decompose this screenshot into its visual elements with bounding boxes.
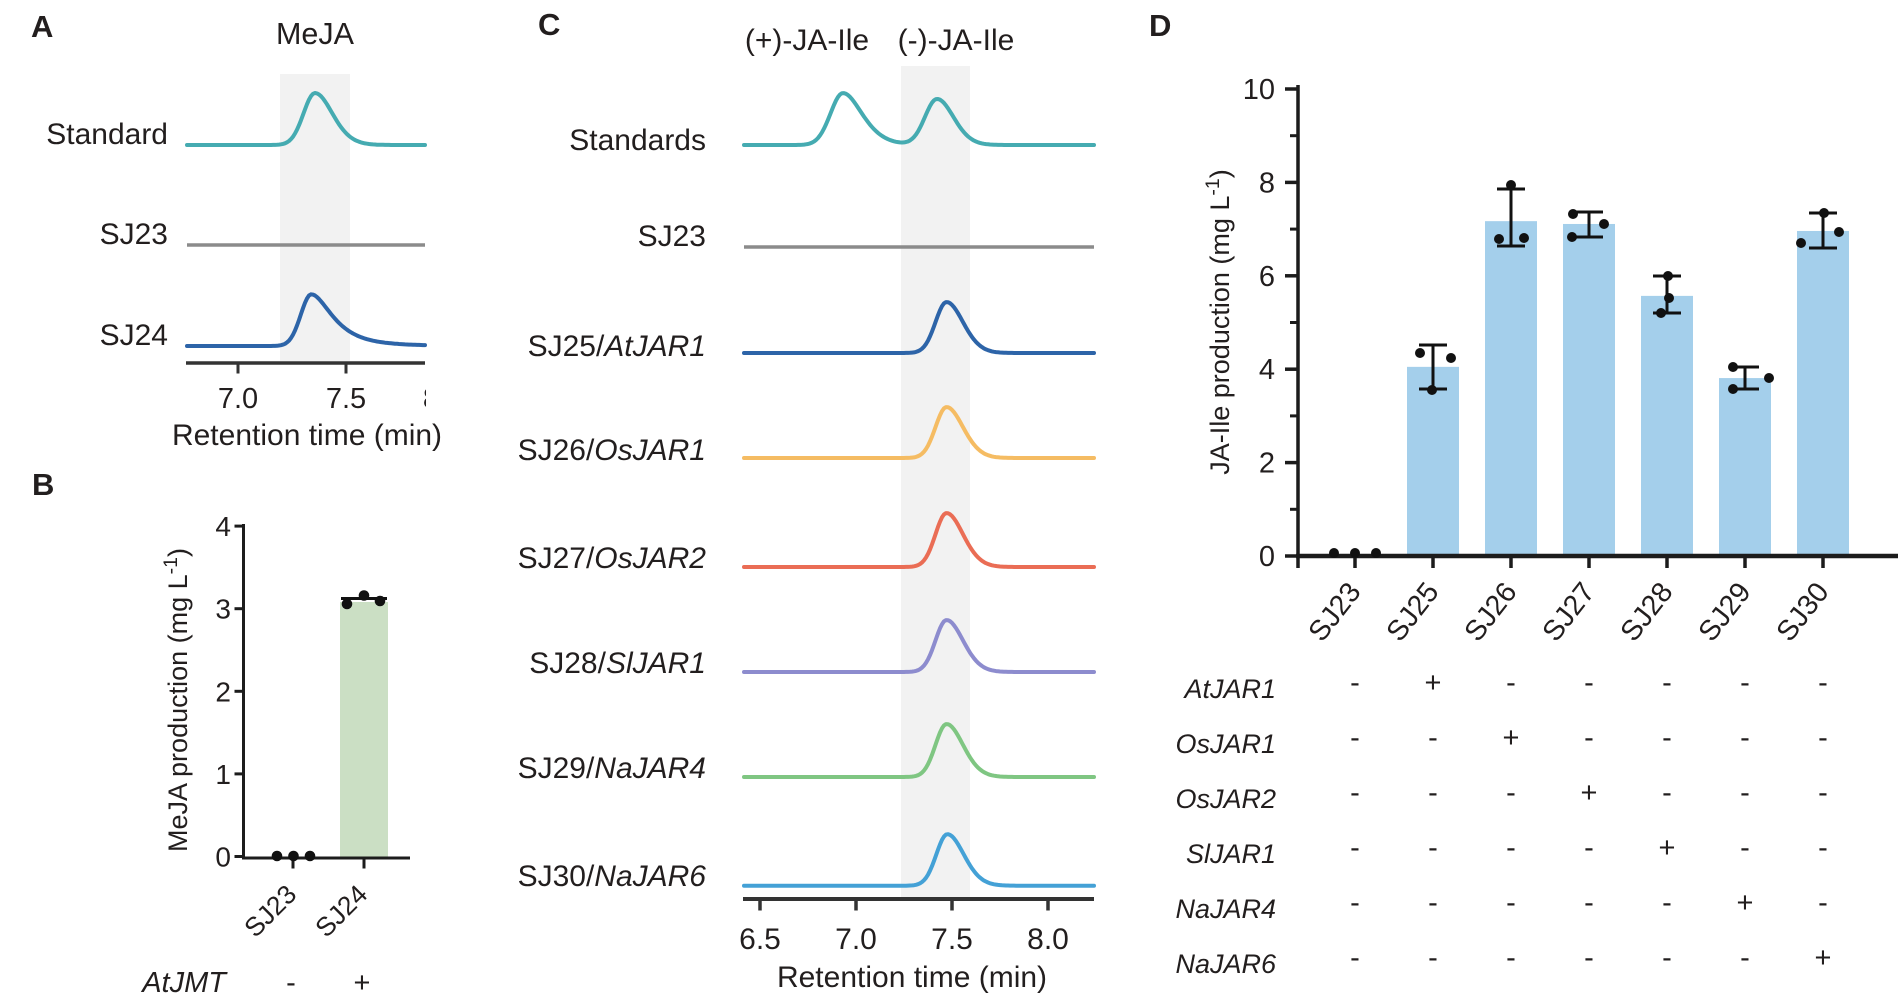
svg-text:OsJAR2: OsJAR2 <box>1175 784 1276 814</box>
svg-text:SlJAR1: SlJAR1 <box>1186 839 1276 869</box>
svg-text:+: + <box>1425 667 1442 699</box>
svg-text:OsJAR1: OsJAR1 <box>1175 729 1276 759</box>
svg-text:AtJMT: AtJMT <box>140 967 228 999</box>
svg-text:MeJA production (mg L-1): MeJA production (mg L-1) <box>160 548 193 852</box>
svg-text:0: 0 <box>215 842 231 873</box>
svg-text:SJ30/NaJAR6: SJ30/NaJAR6 <box>518 860 707 893</box>
svg-text:Retention time (min): Retention time (min) <box>172 419 442 452</box>
svg-text:+: + <box>354 967 371 999</box>
svg-text:-: - <box>1740 667 1750 699</box>
svg-text:-: - <box>1584 887 1594 919</box>
svg-text:2: 2 <box>215 676 231 707</box>
svg-text:SJ23: SJ23 <box>100 218 168 251</box>
svg-text:SJ26/OsJAR1: SJ26/OsJAR1 <box>518 434 706 467</box>
svg-text:-: - <box>1818 832 1828 864</box>
svg-text:1: 1 <box>215 759 231 790</box>
svg-text:-: - <box>1584 942 1594 974</box>
svg-text:-: - <box>1740 942 1750 974</box>
svg-text:+: + <box>1815 942 1832 974</box>
svg-text:-: - <box>1818 887 1828 919</box>
svg-text:A: A <box>31 9 53 44</box>
svg-text:6.5: 6.5 <box>739 923 781 956</box>
svg-text:+: + <box>1581 777 1598 809</box>
svg-text:-: - <box>286 967 296 999</box>
svg-text:-: - <box>1584 832 1594 864</box>
svg-text:-: - <box>1428 887 1438 919</box>
svg-text:-: - <box>1740 722 1750 754</box>
svg-text:JA-Ile production (mg L-1): JA-Ile production (mg L-1) <box>1202 169 1235 474</box>
svg-text:-: - <box>1428 832 1438 864</box>
svg-text:7.5: 7.5 <box>931 923 973 956</box>
svg-text:-: - <box>1662 777 1672 809</box>
svg-text:SJ23: SJ23 <box>638 220 706 253</box>
svg-text:-: - <box>1662 667 1672 699</box>
svg-text:8.0: 8.0 <box>1027 923 1069 956</box>
svg-text:-: - <box>1740 777 1750 809</box>
svg-text:-: - <box>1350 887 1360 919</box>
svg-text:SJ25/AtJAR1: SJ25/AtJAR1 <box>528 330 706 363</box>
svg-text:-: - <box>1662 942 1672 974</box>
svg-text:+: + <box>1659 832 1676 864</box>
svg-text:-: - <box>1428 942 1438 974</box>
svg-text:-: - <box>1818 777 1828 809</box>
svg-text:D: D <box>1149 8 1171 43</box>
svg-text:Standards: Standards <box>569 124 706 157</box>
svg-text:-: - <box>1350 722 1360 754</box>
svg-text:-: - <box>1428 777 1438 809</box>
svg-text:0: 0 <box>1259 541 1275 573</box>
svg-text:-: - <box>1818 667 1828 699</box>
svg-text:-: - <box>1350 667 1360 699</box>
svg-text:8: 8 <box>1259 167 1275 199</box>
svg-text:7.5: 7.5 <box>326 383 366 415</box>
svg-text:7.0: 7.0 <box>218 383 258 415</box>
svg-text:NaJAR4: NaJAR4 <box>1175 894 1276 924</box>
svg-text:+: + <box>1503 722 1520 754</box>
svg-text:MeJA: MeJA <box>276 17 355 51</box>
svg-text:-: - <box>1584 722 1594 754</box>
svg-text:B: B <box>32 467 54 502</box>
svg-text:8.0: 8.0 <box>423 383 463 415</box>
svg-text:-: - <box>1350 777 1360 809</box>
svg-text:(+)-JA-Ile: (+)-JA-Ile <box>745 24 869 57</box>
svg-text:-: - <box>1506 942 1516 974</box>
svg-text:-: - <box>1506 667 1516 699</box>
svg-text:-: - <box>1662 722 1672 754</box>
svg-text:-: - <box>1818 722 1828 754</box>
svg-text:+: + <box>1737 887 1754 919</box>
svg-text:-: - <box>1662 887 1672 919</box>
svg-text:SJ27/OsJAR2: SJ27/OsJAR2 <box>518 542 707 575</box>
svg-text:10: 10 <box>1243 74 1275 106</box>
svg-text:(-)-JA-Ile: (-)-JA-Ile <box>898 24 1015 57</box>
svg-text:NaJAR6: NaJAR6 <box>1175 949 1277 979</box>
svg-text:-: - <box>1506 887 1516 919</box>
svg-text:4: 4 <box>1259 354 1275 386</box>
svg-text:-: - <box>1584 667 1594 699</box>
svg-text:-: - <box>1740 832 1750 864</box>
svg-text:-: - <box>1506 832 1516 864</box>
svg-text:7.0: 7.0 <box>835 923 877 956</box>
svg-text:-: - <box>1350 942 1360 974</box>
svg-text:-: - <box>1428 722 1438 754</box>
svg-text:Standard: Standard <box>46 118 168 151</box>
svg-text:SJ29/NaJAR4: SJ29/NaJAR4 <box>518 752 706 785</box>
svg-text:-: - <box>1506 777 1516 809</box>
svg-text:Retention time (min): Retention time (min) <box>777 961 1047 994</box>
svg-text:2: 2 <box>1259 448 1275 480</box>
svg-text:C: C <box>538 7 560 42</box>
svg-text:6: 6 <box>1259 261 1275 293</box>
svg-text:-: - <box>1350 832 1360 864</box>
svg-text:3: 3 <box>215 594 231 625</box>
svg-text:SJ24: SJ24 <box>100 319 168 352</box>
svg-text:AtJAR1: AtJAR1 <box>1182 674 1276 704</box>
svg-text:4: 4 <box>215 511 231 542</box>
svg-text:SJ28/SlJAR1: SJ28/SlJAR1 <box>529 647 706 680</box>
